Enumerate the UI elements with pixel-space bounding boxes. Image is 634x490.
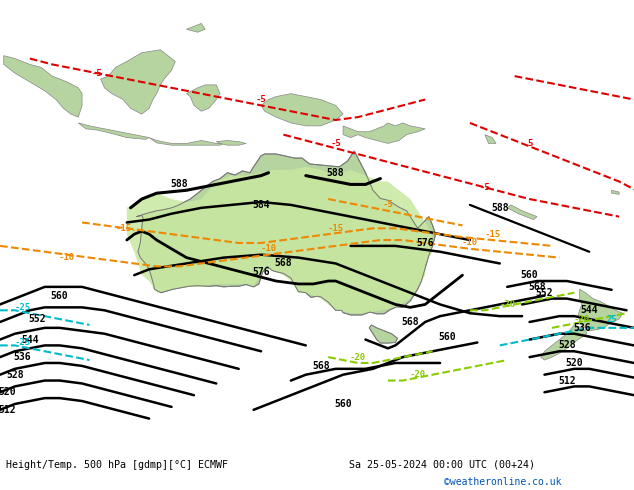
Text: -5: -5 — [256, 95, 266, 104]
Polygon shape — [485, 135, 496, 144]
Text: 588: 588 — [327, 168, 344, 178]
Polygon shape — [79, 123, 149, 139]
Text: 520: 520 — [566, 358, 583, 368]
Polygon shape — [343, 123, 425, 144]
Text: -5: -5 — [330, 139, 341, 148]
Text: 5: 5 — [527, 139, 533, 148]
Text: 568: 568 — [275, 258, 292, 269]
Text: -15.: -15. — [116, 224, 138, 233]
Polygon shape — [101, 50, 175, 114]
Text: 568: 568 — [528, 282, 546, 292]
Polygon shape — [369, 325, 398, 343]
Text: 576: 576 — [252, 267, 270, 277]
Text: -5: -5 — [382, 200, 393, 209]
Polygon shape — [4, 56, 82, 117]
Text: 528: 528 — [6, 369, 23, 380]
Polygon shape — [261, 94, 343, 126]
Polygon shape — [216, 141, 246, 145]
Text: -10: -10 — [261, 245, 276, 253]
Text: 552: 552 — [536, 288, 553, 298]
Text: 512: 512 — [0, 405, 16, 415]
Text: -25: -25 — [15, 303, 30, 312]
Text: 536: 536 — [13, 352, 31, 362]
Polygon shape — [149, 138, 224, 145]
Polygon shape — [578, 289, 623, 331]
Text: 568: 568 — [312, 361, 330, 371]
Text: 560: 560 — [334, 399, 352, 409]
Text: 512: 512 — [558, 375, 576, 386]
Text: -20: -20 — [499, 300, 515, 309]
Text: -25: -25 — [15, 338, 30, 347]
Polygon shape — [186, 24, 205, 32]
Text: 520: 520 — [0, 387, 16, 397]
Text: 544: 544 — [21, 335, 39, 344]
Polygon shape — [136, 151, 436, 315]
Text: -15: -15 — [484, 230, 500, 239]
Text: 588: 588 — [491, 203, 508, 213]
Text: 568: 568 — [401, 317, 419, 327]
Polygon shape — [612, 190, 619, 195]
Text: -10: -10 — [462, 239, 478, 247]
Polygon shape — [507, 205, 537, 220]
Text: -5: -5 — [479, 183, 490, 192]
Text: 584: 584 — [252, 200, 270, 210]
Text: 560: 560 — [439, 332, 456, 342]
Text: -5: -5 — [91, 69, 102, 78]
Text: Sa 25-05-2024 00:00 UTC (00+24): Sa 25-05-2024 00:00 UTC (00+24) — [349, 460, 534, 469]
Text: -20: -20 — [350, 353, 366, 362]
Text: 536: 536 — [573, 323, 591, 333]
Text: 588: 588 — [170, 179, 188, 190]
Polygon shape — [541, 325, 587, 360]
Text: -15: -15 — [328, 224, 344, 233]
Text: 560: 560 — [51, 291, 68, 301]
Text: 25: 25 — [606, 315, 617, 323]
Text: -20: -20 — [410, 370, 426, 379]
Text: 528: 528 — [558, 341, 576, 350]
Polygon shape — [186, 85, 220, 111]
Text: ©weatheronline.co.uk: ©weatheronline.co.uk — [444, 477, 561, 487]
Text: 552: 552 — [29, 314, 46, 324]
Text: -20: -20 — [574, 315, 590, 323]
Text: Height/Temp. 500 hPa [gdmp][°C] ECMWF: Height/Temp. 500 hPa [gdmp][°C] ECMWF — [6, 460, 228, 469]
Text: 544: 544 — [581, 305, 598, 315]
Polygon shape — [127, 167, 432, 313]
Text: -10: -10 — [59, 253, 75, 262]
Text: 560: 560 — [521, 270, 538, 280]
Text: 576: 576 — [417, 238, 434, 248]
